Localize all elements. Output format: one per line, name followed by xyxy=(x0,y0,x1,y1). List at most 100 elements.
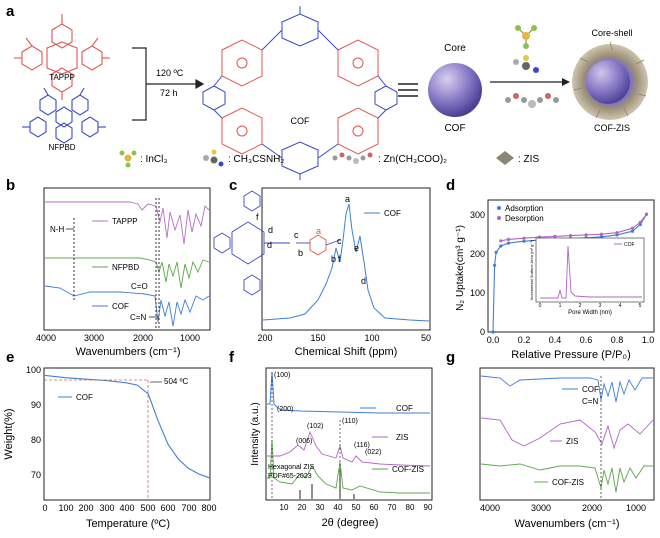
f-ylabel: Intensity (a.u.) xyxy=(250,402,261,465)
c-struct-label-f: f xyxy=(256,212,259,222)
d-xlabel: Relative Pressure (P/P₀) xyxy=(511,349,631,361)
d-point-adsorption xyxy=(506,241,511,245)
d-legend-ads-marker xyxy=(497,206,501,210)
zis-xrd xyxy=(267,430,431,467)
panel-e-letter: e xyxy=(6,349,14,366)
e-series-cof xyxy=(44,374,210,479)
panel-b-frame xyxy=(43,187,211,331)
f-xtick-60: 60 xyxy=(370,503,379,512)
g-xtick-3000: 3000 xyxy=(531,503,551,513)
d-legend-adsorption: Adsorption xyxy=(505,204,543,213)
d-inset-xtick-0: 0 xyxy=(539,303,542,309)
c-peak-f: f xyxy=(338,254,341,264)
legend-zinc-acetate-icon xyxy=(332,152,373,164)
d-point-adsorption xyxy=(522,239,526,243)
f-xtick-10: 10 xyxy=(280,503,289,512)
d-inset-xtick-1: 1 xyxy=(559,303,562,309)
g-xlabel: Wavenumbers (cm⁻¹) xyxy=(514,518,619,530)
d-ytick-0: 0 xyxy=(480,327,485,337)
f-peak-102: (102) xyxy=(307,423,323,430)
d-point-desorption xyxy=(615,231,619,235)
core-label: Core xyxy=(444,43,466,54)
e-xtick-300: 300 xyxy=(99,503,114,513)
d-inset-xtick-3: 3 xyxy=(599,303,602,309)
b-xlabel: Wavenumbers (cm⁻¹) xyxy=(75,346,180,358)
nfpbd-molecule xyxy=(22,87,106,144)
c-struct-label-a: a xyxy=(316,226,321,236)
panel-e-frame xyxy=(43,367,211,501)
panel-a-letter: a xyxy=(6,3,15,20)
e-xtick-400: 400 xyxy=(119,503,134,513)
cof-spectrum xyxy=(44,285,210,327)
reagent-thioacetamide xyxy=(513,55,539,73)
d-point-desorption xyxy=(522,236,526,240)
g-xtick-1000: 1000 xyxy=(626,503,646,513)
cof-macrocycle xyxy=(202,6,398,180)
cof-legend: COF xyxy=(112,302,129,311)
f-xtick-40: 40 xyxy=(334,503,343,512)
panel-e: e COF 504 ºC 70 80 90 100 0 100 200 300 … xyxy=(3,349,217,530)
e-ytick-90: 90 xyxy=(31,400,41,410)
c-peak-e: e xyxy=(354,243,359,253)
d-legend-des-marker xyxy=(497,216,501,220)
c-xtick-150: 150 xyxy=(310,333,325,343)
tappp-legend: TAPPP xyxy=(112,217,138,226)
core-cof-label: COF xyxy=(444,123,465,134)
f-xlabel: 2θ (degree) xyxy=(322,517,379,529)
d-xtick-0.2: 0.2 xyxy=(518,335,531,345)
e-legend: COF xyxy=(76,393,93,402)
panel-g-frame xyxy=(479,367,655,501)
g-legend-cof-zis: COF-ZIS xyxy=(552,478,584,487)
nh-annotation: N-H xyxy=(50,225,64,234)
f-xtick-20: 20 xyxy=(298,503,307,512)
c-struct-label-b: b xyxy=(298,248,303,258)
e-xtick-0: 0 xyxy=(42,503,47,513)
arrow-head xyxy=(562,78,570,86)
tappp-label: TAPPP xyxy=(49,73,75,82)
d-xtick-1.0: 1.0 xyxy=(642,335,655,345)
panel-f-letter: f xyxy=(229,349,235,366)
f-peak-116: (116) xyxy=(354,442,370,449)
d-point-desorption xyxy=(599,232,604,236)
d-point-desorption xyxy=(644,212,649,216)
g-legend-cof: COF xyxy=(582,385,599,394)
d-point-adsorption xyxy=(615,233,619,237)
d-point-adsorption xyxy=(493,263,497,267)
legend-thioacetamide-icon xyxy=(203,149,224,167)
panel-f: f (100) (200) (006) (102) (110) (116) (0… xyxy=(229,349,433,529)
nfpbd-spectrum xyxy=(45,257,210,289)
core-sphere xyxy=(428,63,482,117)
d-point-adsorption xyxy=(494,250,498,254)
d-legend-desorption: Desorption xyxy=(505,214,544,223)
f-peak-100: (100) xyxy=(274,372,290,379)
equivalence-sign xyxy=(398,83,418,97)
panel-b-letter: b xyxy=(6,177,15,194)
d-xtick-0.8: 0.8 xyxy=(611,335,624,345)
f-legend-cof-zis: COF-ZIS xyxy=(392,465,424,474)
d-ytick-300: 300 xyxy=(470,210,485,220)
e-xtick-100: 100 xyxy=(58,503,73,513)
d-point-desorption xyxy=(568,234,573,238)
g-zis-spectrum xyxy=(480,417,654,450)
e-ylabel: Weight(%) xyxy=(3,408,15,459)
d-inset-frame xyxy=(535,237,645,303)
panel-d-frame xyxy=(487,199,655,333)
f-xtick-70: 70 xyxy=(388,503,397,512)
e-xtick-500: 500 xyxy=(140,503,155,513)
f-xtick-80: 80 xyxy=(406,503,415,512)
d-point-desorption xyxy=(638,220,642,224)
c-xtick-200: 200 xyxy=(257,333,272,343)
d-series-desorption xyxy=(500,213,647,242)
d-point-adsorption xyxy=(630,229,635,233)
d-inset-xtick-2: 2 xyxy=(579,303,582,309)
condition-time: 72 h xyxy=(160,88,178,98)
panel-c-frame xyxy=(261,187,431,331)
d-ylabel: N₂ Uptake(cm³ g⁻¹) xyxy=(455,225,466,311)
panel-d: d Adsorption Desorption COF 0 1 2 3 4 5 … xyxy=(446,177,655,361)
d-xtick-0.6: 0.6 xyxy=(580,335,593,345)
d-inset-xtick-5: 5 xyxy=(639,303,642,309)
d-inset-ylabel: Incremental Surface Area (m² g⁻¹) xyxy=(529,239,534,300)
f-peak-200: (200) xyxy=(277,406,293,413)
reagent-legend: : InCl₃ : CH₃CSNH₂ : Zn(CH₃COO)₂ : ZIS xyxy=(119,149,539,168)
